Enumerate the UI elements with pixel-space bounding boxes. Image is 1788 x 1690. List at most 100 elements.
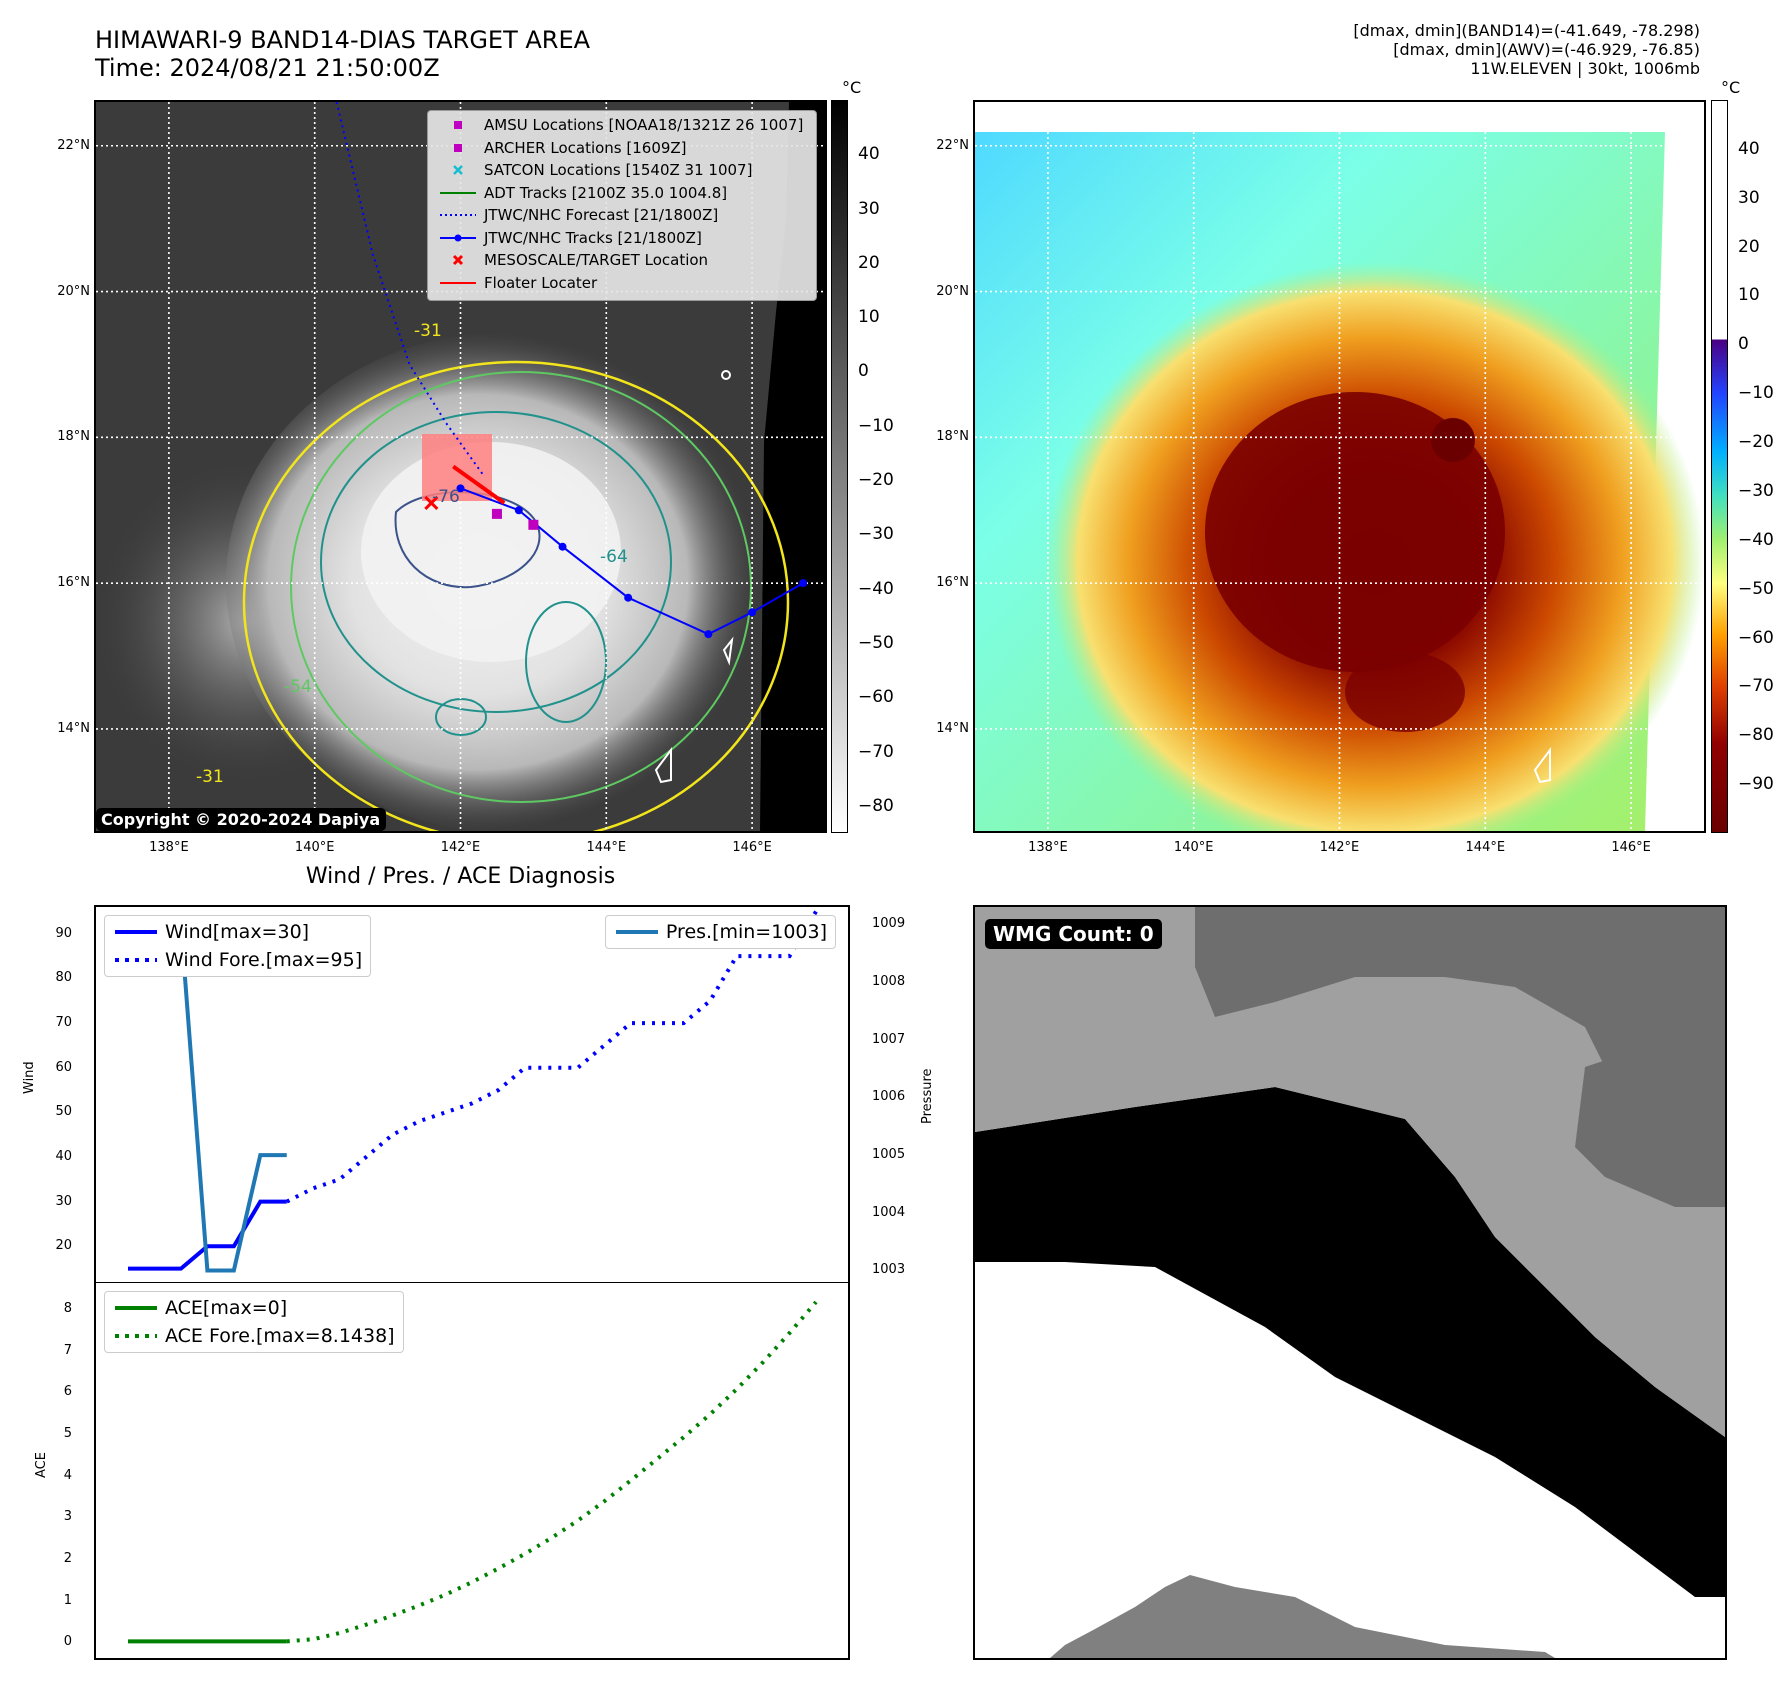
- contour-label: -76: [432, 487, 460, 507]
- colorbar-tick-label: 10: [858, 307, 880, 328]
- pressure-tick-label: 1009: [872, 916, 906, 932]
- lat-tick-label: 18°N: [57, 429, 90, 445]
- colorbar-right-unit: °C: [1721, 78, 1741, 97]
- wind-tick-label: 30: [55, 1193, 72, 1209]
- wmg-black-band: [975, 1087, 1725, 1597]
- colorbar-left-unit: °C: [842, 78, 862, 97]
- pressure-tick-label: 1004: [872, 1204, 906, 1220]
- colorbar-tick-label: −30: [1738, 480, 1774, 501]
- lon-tick-label: 144°E: [586, 840, 627, 855]
- colorbar-tick-label: 0: [858, 361, 869, 382]
- wmg-light-gray: [975, 907, 1725, 1437]
- storm-core: [1205, 392, 1505, 672]
- colorbar-tick-label: −80: [1738, 725, 1774, 746]
- lat-tick-label: 22°N: [57, 137, 90, 153]
- legend-item-forecast: JTWC/NHC Forecast [21/1800Z]: [436, 204, 808, 227]
- wmg-dark-gray-right: [1575, 1037, 1725, 1207]
- track-point: [748, 608, 757, 617]
- colorbar-right: [1711, 100, 1728, 833]
- ace-tick-label: 7: [63, 1342, 72, 1358]
- square-marker-icon: [454, 121, 462, 129]
- ace-tick-label: 2: [63, 1551, 72, 1566]
- colorbar-tick-label: −10: [1738, 383, 1774, 404]
- title-line-1: HIMAWARI-9 BAND14-DIAS TARGET AREA: [95, 26, 591, 54]
- ace-tick-label: 4: [63, 1467, 72, 1483]
- ace-legend: ACE[max=0] ACE Fore.[max=8.1438]: [104, 1291, 404, 1353]
- diagnosis-title: Wind / Pres. / ACE Diagnosis: [305, 864, 616, 889]
- legend-item-target: MESOSCALE/TARGET Location: [436, 249, 808, 272]
- track-point: [558, 542, 567, 551]
- lat-tick-label: 20°N: [936, 283, 969, 299]
- wind-tick-label: 70: [55, 1015, 72, 1031]
- wmg-count-badge: WMG Count: 0: [985, 919, 1162, 949]
- map-track-layer: [335, 102, 808, 639]
- colorbar-tick-label: −20: [858, 470, 894, 491]
- pressure-legend: Pres.[min=1003]: [604, 915, 836, 949]
- legend-item-adt: ADT Tracks [2100Z 35.0 1004.8]: [436, 182, 808, 205]
- colorbar-tick-label: −60: [858, 687, 894, 708]
- lon-tick-label: 142°E: [1319, 840, 1360, 855]
- ace-forecast-line: [286, 1300, 818, 1644]
- track-point: [799, 579, 808, 588]
- ace-tick-label: 3: [63, 1509, 72, 1525]
- legend-wind-forecast: Wind Fore.[max=95]: [113, 946, 362, 974]
- line-icon: [115, 1306, 157, 1310]
- ace-svg: [128, 1300, 818, 1644]
- track-point: [456, 484, 465, 493]
- wmg-bottom-gray: [1050, 1575, 1555, 1658]
- legend-item-satcon: SATCON Locations [1540Z 31 1007]: [436, 159, 808, 182]
- info-line-3: 11W.ELEVEN | 30kt, 1006mb: [1470, 59, 1700, 78]
- wind-tick-label: 20: [55, 1238, 72, 1254]
- wind-forecast-line: [285, 910, 818, 1204]
- wind-legend: Wind[max=30] Wind Fore.[max=95]: [104, 915, 372, 977]
- colorbar-tick-label: −50: [1738, 578, 1774, 599]
- lon-tick-label: 146°E: [1611, 840, 1651, 855]
- ace-tick-label: 5: [63, 1426, 72, 1441]
- dotted-line-icon: [115, 958, 157, 962]
- legend-item-amsu: AMSU Locations [NOAA18/1321Z 26 1007]: [436, 114, 808, 137]
- island-outline-2: [722, 636, 734, 666]
- wind-tick-label: 80: [55, 970, 72, 986]
- colorbar-tick-label: −40: [1738, 529, 1774, 550]
- wind-tick-label: 90: [55, 925, 72, 941]
- colorbar-tick-label: −20: [1738, 432, 1774, 453]
- colorbar-left: [831, 100, 848, 833]
- dotted-line-icon: [440, 214, 476, 216]
- wind-pressure-chart: Wind[max=30] Wind Fore.[max=95] Pres.[mi…: [94, 905, 850, 1283]
- pressure-tick-label: 1003: [872, 1262, 906, 1278]
- line-icon: [115, 930, 157, 934]
- colorbar-tick-label: 10: [1738, 285, 1760, 306]
- map-legend: AMSU Locations [NOAA18/1321Z 26 1007] AR…: [427, 110, 817, 301]
- ace-axis-label: ACE: [34, 1452, 49, 1478]
- lat-tick-label: 16°N: [936, 575, 969, 591]
- colorbar-tick-label: −90: [1738, 774, 1774, 795]
- colorbar-tick-label: −70: [858, 741, 894, 762]
- pressure-axis-label: Pressure: [920, 1068, 935, 1124]
- legend-item-archer: ARCHER Locations [1609Z]: [436, 137, 808, 160]
- colorbar-tick-label: 20: [858, 252, 880, 273]
- lon-tick-label: 142°E: [440, 840, 481, 855]
- lon-tick-label: 140°E: [294, 840, 335, 855]
- contour-label: -31: [414, 321, 442, 341]
- contour-label: -31: [196, 767, 224, 787]
- island-dot: [721, 370, 731, 380]
- wind-tick-label: 40: [55, 1149, 72, 1164]
- legend-item-floater: Floater Locater: [436, 272, 808, 295]
- line-icon: [440, 281, 476, 284]
- info-line-2: [dmax, dmin](AWV)=(-46.929, -76.85): [1393, 40, 1700, 59]
- contour-yellow-outer: [242, 360, 790, 831]
- ace-tick-label: 1: [63, 1592, 72, 1608]
- lat-tick-label: 20°N: [57, 283, 90, 299]
- wmg-dark-gray-top: [1195, 907, 1725, 1137]
- colorbar-tick-label: 40: [1738, 138, 1760, 159]
- legend-ace: ACE[max=0]: [113, 1294, 395, 1322]
- awv-map-svg: [975, 102, 1704, 831]
- legend-ace-forecast: ACE Fore.[max=8.1438]: [113, 1322, 395, 1350]
- lon-tick-label: 138°E: [1028, 840, 1068, 855]
- archer-marker: [528, 519, 539, 530]
- x-marker-icon: [453, 165, 463, 175]
- ace-tick-label: 0: [63, 1634, 72, 1650]
- wind-tick-label: 50: [55, 1104, 72, 1120]
- line-dot-icon: [440, 234, 476, 241]
- colorbar-tick-label: −10: [858, 415, 894, 436]
